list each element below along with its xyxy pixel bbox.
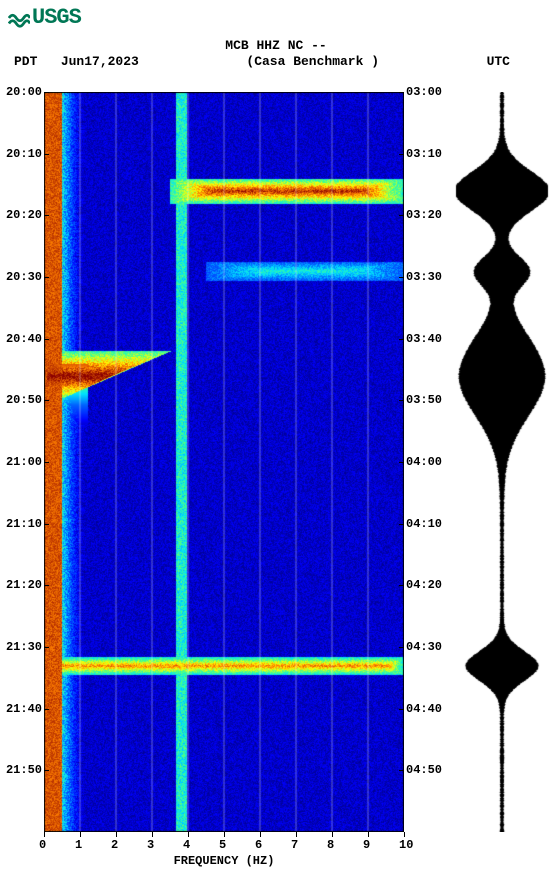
x-tick-label: 7: [291, 838, 298, 852]
header-right-tz: UTC: [487, 54, 510, 70]
left-tick-label: 20:10: [6, 147, 42, 161]
right-tick-label: 04:30: [406, 640, 442, 654]
right-tick-label: 03:10: [406, 147, 442, 161]
left-tick-label: 21:00: [6, 455, 42, 469]
left-tick-label: 20:50: [6, 393, 42, 407]
left-tick-label: 20:00: [6, 85, 42, 99]
spectrogram-canvas: [44, 92, 404, 832]
right-tick-label: 03:30: [406, 270, 442, 284]
yaxis-right: 03:0003:1003:2003:3003:4003:5004:0004:10…: [404, 92, 454, 832]
header-date: Jun17,2023: [61, 54, 139, 69]
right-tick-label: 04:20: [406, 578, 442, 592]
x-tick-label: 1: [75, 838, 82, 852]
usgs-logo: USGS: [8, 5, 81, 30]
right-tick-label: 03:20: [406, 208, 442, 222]
header-location: (Casa Benchmark ): [246, 54, 379, 70]
yaxis-left: 20:0020:1020:2020:3020:4020:5021:0021:10…: [0, 92, 44, 832]
usgs-logo-text: USGS: [32, 5, 81, 30]
x-tick-label: 8: [327, 838, 334, 852]
x-tick-label: 6: [255, 838, 262, 852]
x-tick-label: 0: [39, 838, 46, 852]
header-station: MCB HHZ NC --: [0, 38, 552, 54]
header-left-tz: PDT: [14, 54, 37, 69]
right-tick-label: 03:00: [406, 85, 442, 99]
left-tick-label: 21:20: [6, 578, 42, 592]
waveform-canvas: [454, 92, 550, 832]
left-tick-label: 20:20: [6, 208, 42, 222]
left-tick-label: 21:50: [6, 763, 42, 777]
x-tick-label: 2: [111, 838, 118, 852]
x-tick-label: 9: [363, 838, 370, 852]
x-tick-label: 3: [147, 838, 154, 852]
usgs-wave-icon: [8, 7, 30, 29]
x-tick-label: 5: [219, 838, 226, 852]
left-tick-label: 21:40: [6, 702, 42, 716]
left-tick-label: 21:30: [6, 640, 42, 654]
right-tick-label: 03:40: [406, 332, 442, 346]
left-tick-label: 20:40: [6, 332, 42, 346]
right-tick-label: 04:50: [406, 763, 442, 777]
right-tick-label: 04:40: [406, 702, 442, 716]
left-tick-label: 21:10: [6, 517, 42, 531]
right-tick-label: 04:00: [406, 455, 442, 469]
xaxis-label: FREQUENCY (HZ): [44, 854, 404, 868]
right-tick-label: 03:50: [406, 393, 442, 407]
right-tick-label: 04:10: [406, 517, 442, 531]
x-tick-label: 4: [183, 838, 190, 852]
x-tick-label: 10: [399, 838, 413, 852]
plot-area: 20:0020:1020:2020:3020:4020:5021:0021:10…: [0, 92, 552, 882]
left-tick-label: 20:30: [6, 270, 42, 284]
